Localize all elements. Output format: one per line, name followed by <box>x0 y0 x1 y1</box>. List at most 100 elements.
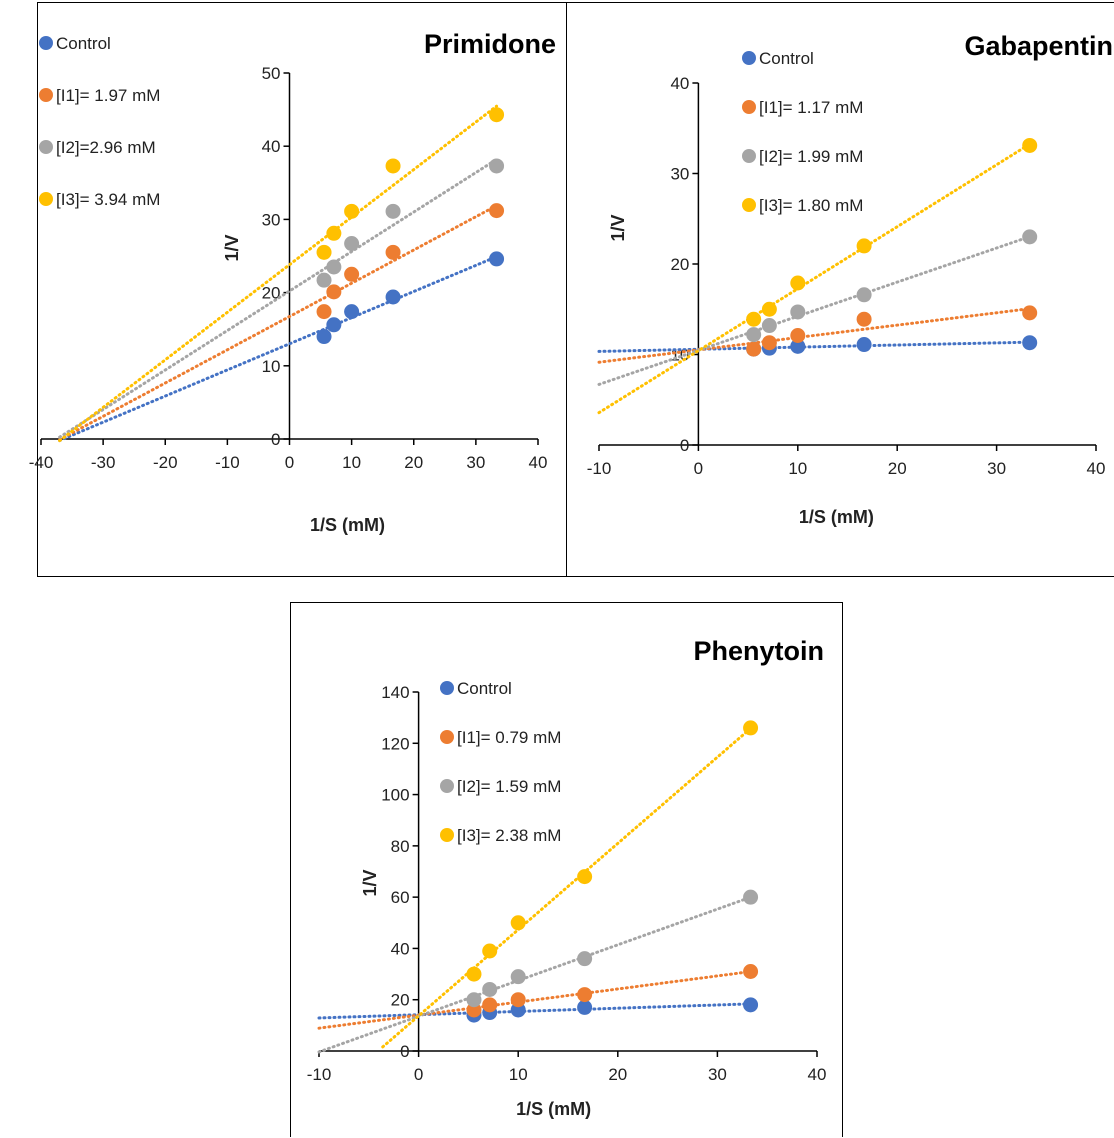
data-point <box>385 244 401 260</box>
x-tick-label: 40 <box>1087 459 1106 478</box>
y-tick-label: 0 <box>680 436 689 455</box>
data-point <box>790 327 806 343</box>
legend-item: [I1]= 0.79 mM <box>440 728 561 747</box>
trendline <box>317 1002 753 1020</box>
y-tick-label: 30 <box>262 210 281 229</box>
trendline <box>597 142 1032 415</box>
x-tick-label: -10 <box>587 459 612 478</box>
data-point <box>466 1002 482 1018</box>
data-point <box>1022 305 1038 321</box>
chart-title: Primidone <box>424 29 556 59</box>
y-tick-label: 0 <box>400 1042 409 1061</box>
data-point <box>743 889 759 905</box>
x-tick-label: 0 <box>694 459 703 478</box>
data-point <box>761 335 777 351</box>
legend-marker <box>440 828 454 842</box>
data-point <box>856 337 872 353</box>
y-tick-label: 120 <box>381 734 409 753</box>
data-point <box>316 304 332 320</box>
legend-item: Control <box>440 679 512 698</box>
trendline <box>381 726 753 1049</box>
legend-item: [I3]= 2.38 mM <box>440 826 561 845</box>
data-point <box>316 272 332 288</box>
legend-label: [I2]= 1.99 mM <box>759 147 863 166</box>
legend-item: [I1]= 1.97 mM <box>39 86 160 105</box>
x-tick-label: -10 <box>307 1065 332 1084</box>
legend-label: Control <box>56 34 111 53</box>
data-point <box>743 997 759 1013</box>
y-tick-label: 60 <box>391 888 410 907</box>
legend-marker <box>440 779 454 793</box>
data-point <box>326 225 342 241</box>
data-point <box>510 992 526 1008</box>
series-i3 <box>597 137 1038 415</box>
legend-label: Control <box>759 49 814 68</box>
x-tick-label: 30 <box>466 453 485 472</box>
data-point <box>326 284 342 300</box>
x-tick-label: -20 <box>153 453 178 472</box>
legend-label: [I3]= 2.38 mM <box>457 826 561 845</box>
data-point <box>856 238 872 254</box>
series-i1 <box>317 964 759 1030</box>
legend-item: [I3]= 1.80 mM <box>742 196 863 215</box>
trendline <box>317 970 753 1030</box>
x-tick-label: 40 <box>529 453 548 472</box>
legend-item: Control <box>742 49 814 68</box>
series-i1 <box>597 305 1038 364</box>
trendline <box>58 157 499 439</box>
x-tick-label: 20 <box>888 459 907 478</box>
data-point <box>482 981 498 997</box>
y-tick-label: 20 <box>670 255 689 274</box>
series-i2 <box>58 157 505 439</box>
legend-label: [I1]= 1.97 mM <box>56 86 160 105</box>
data-point <box>1022 229 1038 245</box>
x-axis-label: 1/S (mM) <box>310 515 385 535</box>
data-point <box>1022 137 1038 153</box>
trendline <box>317 895 753 1054</box>
y-tick-label: 20 <box>391 991 410 1010</box>
data-point <box>326 259 342 275</box>
y-tick-label: 30 <box>670 165 689 184</box>
data-point <box>577 987 593 1003</box>
y-tick-label: 100 <box>381 786 409 805</box>
legend-label: Control <box>457 679 512 698</box>
x-tick-label: 10 <box>342 453 361 472</box>
legend-item: Control <box>39 34 111 53</box>
x-tick-label: 0 <box>285 453 294 472</box>
data-point <box>743 720 759 736</box>
y-tick-label: 40 <box>391 939 410 958</box>
data-point <box>316 329 332 345</box>
y-axis-label: 1/V <box>608 214 628 241</box>
chart-panel-primidone: -40 -30 -20 -10 0 10 20 30 40 0 10 20 30 40 50 1/S (mM)… <box>29 2 568 577</box>
series-i1 <box>58 203 505 442</box>
trendline <box>58 255 499 442</box>
data-point <box>466 966 482 982</box>
legend-marker <box>742 149 756 163</box>
data-point <box>577 999 593 1015</box>
data-point <box>743 964 759 980</box>
data-point <box>385 203 401 219</box>
data-point <box>746 341 762 357</box>
chart-panel-phenytoin: -10 0 10 20 30 40 0 20 40 60 80 100 120 140 1/S (mM) 1/… <box>290 602 843 1137</box>
y-tick-label: 20 <box>262 284 281 303</box>
data-point <box>385 289 401 305</box>
legend-marker <box>39 140 53 154</box>
series-i2 <box>597 229 1038 386</box>
chart-title: Gabapentin <box>964 31 1113 61</box>
legend-marker <box>440 730 454 744</box>
legend-marker <box>39 192 53 206</box>
series-control <box>317 997 759 1023</box>
x-tick-label: 30 <box>708 1065 727 1084</box>
data-point <box>385 158 401 174</box>
legend-label: [I1]= 1.17 mM <box>759 98 863 117</box>
legend-label: [I3]= 1.80 mM <box>759 196 863 215</box>
data-point <box>326 317 342 333</box>
data-point <box>1022 335 1038 351</box>
x-tick-label: 10 <box>788 459 807 478</box>
data-point <box>510 1002 526 1018</box>
y-axis-label: 1/V <box>360 869 380 896</box>
legend-marker <box>440 681 454 695</box>
x-tick-label: 20 <box>608 1065 627 1084</box>
data-point <box>856 287 872 303</box>
